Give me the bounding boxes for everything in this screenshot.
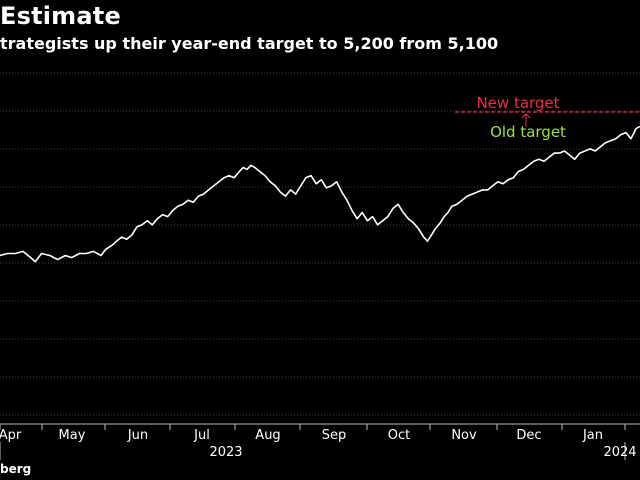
source-label: berg: [0, 462, 32, 476]
year-label-2023: 2023: [209, 445, 242, 460]
chart-title: Estimate: [0, 2, 121, 30]
x-axis: Apr May Jun Jul Aug Sep Oct Nov Dec Jan 2023 2024: [0, 423, 640, 460]
new-target-label: New target: [476, 94, 559, 112]
year-label-2024: 2024: [603, 445, 636, 460]
x-tick-label-dec: Dec: [516, 428, 541, 443]
x-tick-label-jul: Jul: [193, 428, 210, 443]
old-target-label: Old target: [490, 123, 566, 141]
x-tick-label-jan: Jan: [582, 428, 603, 443]
chart-subtitle: trategists up their year-end target to 5…: [0, 34, 499, 53]
x-tick-label-aug: Aug: [255, 428, 280, 443]
x-tick-label-sep: Sep: [322, 428, 347, 443]
x-tick-label-may: May: [59, 428, 86, 443]
x-tick-label-oct: Oct: [388, 428, 410, 443]
x-tick-label-apr: Apr: [0, 428, 22, 443]
x-tick-label-nov: Nov: [451, 428, 477, 443]
annotations: New target Old target: [455, 94, 640, 141]
x-tick-label-jun: Jun: [127, 428, 148, 443]
series-group: [0, 125, 640, 263]
index-line: [0, 125, 640, 263]
target-arrow: [521, 113, 531, 127]
